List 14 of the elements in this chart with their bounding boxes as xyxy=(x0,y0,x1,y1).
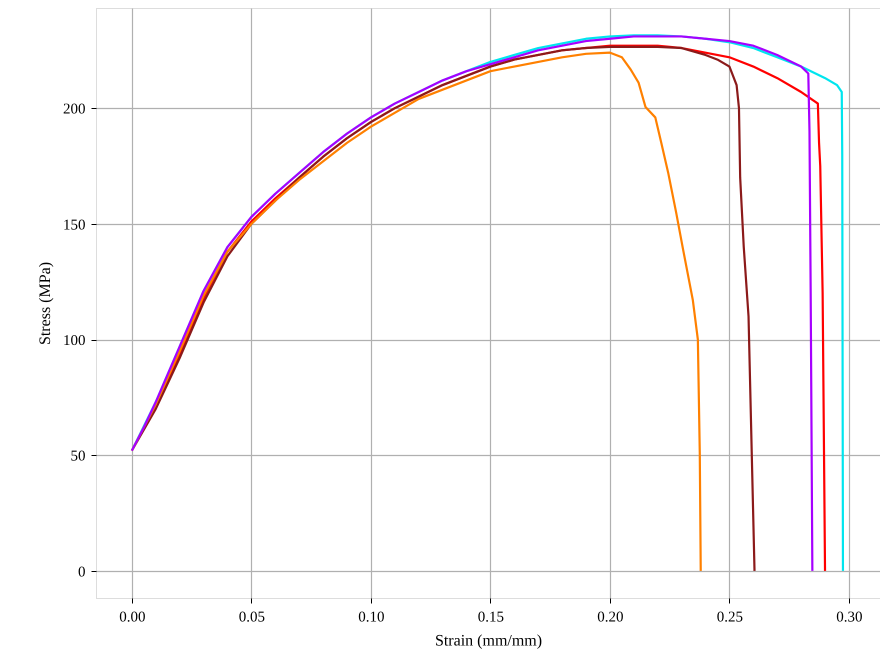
x-tick-label: 0.30 xyxy=(836,610,863,626)
y-tick-label: 0 xyxy=(78,564,86,580)
x-tick-label: 0.00 xyxy=(119,610,146,626)
x-tick-label: 0.20 xyxy=(597,610,624,626)
x-tick-label: 0.25 xyxy=(716,610,744,626)
y-tick-label: 50 xyxy=(70,448,86,465)
x-tick-label: 0.10 xyxy=(358,610,385,626)
y-tick-label: 150 xyxy=(63,217,86,234)
x-tick-label: 0.15 xyxy=(478,610,504,626)
x-tick-label: 0.05 xyxy=(238,610,265,626)
y-axis-title: Stress (MPa) xyxy=(37,262,54,346)
x-axis-title: Strain (mm/mm) xyxy=(434,632,542,650)
y-tick-label: 100 xyxy=(63,333,86,350)
y-tick-label: 200 xyxy=(63,102,86,118)
